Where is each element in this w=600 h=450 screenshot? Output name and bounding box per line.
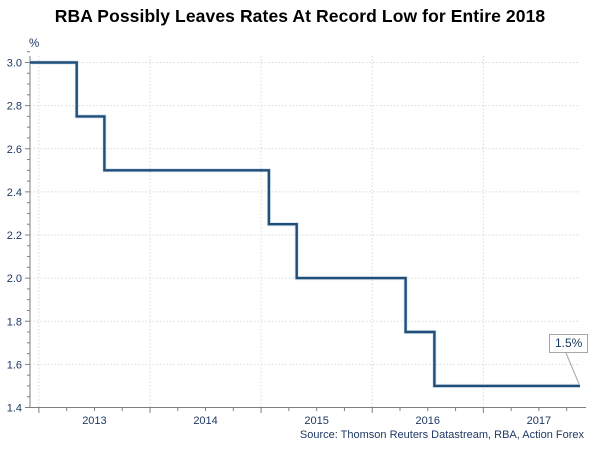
last-value-label: 1.5%: [555, 336, 583, 350]
x-tick-label: 2013: [82, 415, 106, 427]
rate-step-line: [30, 61, 580, 388]
chart-title: RBA Possibly Leaves Rates At Record Low …: [54, 6, 546, 26]
x-tick-label: 2017: [527, 415, 551, 427]
y-tick-label: 2.8: [7, 101, 22, 113]
rate-step-line-halo: [30, 60, 580, 388]
y-tick-label: 2.2: [7, 230, 22, 242]
annotation-callout-line: [565, 352, 580, 385]
y-tick-label: 1.6: [7, 359, 22, 371]
y-axis-unit-label: %: [29, 38, 40, 50]
y-tick-label: 2.6: [7, 144, 22, 156]
last-value-annotation: 1.5%: [549, 334, 589, 353]
y-tick-label: 3.0: [7, 58, 22, 70]
x-tick-label: 2014: [193, 415, 217, 427]
x-tick-label: 2016: [416, 415, 440, 427]
y-tick-label: 2.0: [7, 273, 22, 285]
x-tick-label: 2015: [304, 415, 328, 427]
y-tick-label: 2.4: [7, 187, 22, 199]
source-credit: Source: Thomson Reuters Datastream, RBA,…: [299, 429, 584, 441]
y-tick-label: 1.4: [7, 403, 22, 415]
y-tick-label: 1.8: [7, 316, 22, 328]
